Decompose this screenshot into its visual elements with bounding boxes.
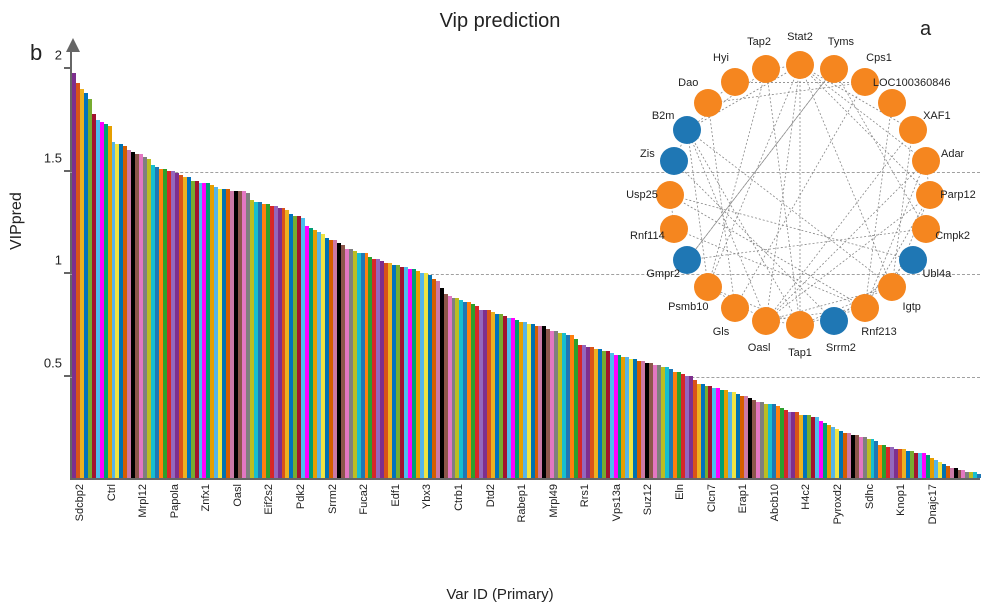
x-tick-label: Eif2s2: [263, 484, 275, 515]
bars-container: [72, 50, 980, 478]
network-node-label: Tap2: [747, 36, 771, 48]
y-axis-label: VIPpred: [8, 192, 26, 250]
x-tick-label: Edf1: [390, 484, 402, 507]
x-tick-label: Mrpl49: [548, 484, 560, 518]
y-tick-mark: [64, 375, 70, 377]
x-tick-label: Pdk2: [295, 484, 307, 509]
chart-title: Vip prediction: [0, 10, 1000, 33]
x-tick-label: Ybx3: [421, 484, 433, 509]
y-tick-mark: [64, 272, 70, 274]
y-tick-label: 1.5: [44, 150, 62, 165]
x-tick-label: Vps13a: [611, 484, 623, 521]
x-tick-label: Dtd2: [485, 484, 497, 507]
x-tick-label: Dnajc17: [927, 484, 939, 524]
x-tick-label: Mrpl12: [137, 484, 149, 518]
panel-a-label: a: [920, 18, 931, 41]
x-tick-label: Abcb10: [769, 484, 781, 521]
x-tick-label: Fuca2: [358, 484, 370, 515]
x-axis-label: Var ID (Primary): [0, 586, 1000, 603]
x-tick-label: Ctrb1: [453, 484, 465, 511]
x-tick-label: Pyroxd2: [832, 484, 844, 524]
x-tick-label: Znfx1: [200, 484, 212, 512]
x-tick-label: Eln: [674, 484, 686, 500]
panel-b-label: b: [30, 40, 42, 66]
x-tick-label: Rrs1: [579, 484, 591, 507]
x-tick-label: Sdhc: [864, 484, 876, 509]
network-node-label: Tyms: [828, 36, 854, 48]
y-tick-mark: [64, 170, 70, 172]
x-tick-label: Erap1: [737, 484, 749, 513]
x-tick-label: Oasl: [232, 484, 244, 507]
y-tick-label: 0.5: [44, 355, 62, 370]
x-tick-label: Suz12: [642, 484, 654, 515]
x-tick-label: Papola: [169, 484, 181, 518]
y-tick-label: 1: [55, 253, 62, 268]
x-tick-label: Sdcbp2: [74, 484, 86, 521]
x-tick-label: Srrm2: [327, 484, 339, 514]
x-tick-label: Clcn7: [706, 484, 718, 512]
x-ticks: Sdcbp2 Ctrl Mrpl12 Papola Znfx1 Oasl Eif2s2 Pdk…: [72, 484, 980, 584]
bar-chart: 0.511.52: [70, 50, 980, 480]
figure: Vip prediction b a VIPpred Var ID (Prima…: [0, 0, 1000, 609]
x-tick-label: Ctrl: [106, 484, 118, 501]
x-tick-label: Knop1: [895, 484, 907, 516]
x-tick-label: Rabep1: [516, 484, 528, 523]
x-tick-label: H4c2: [800, 484, 812, 510]
y-tick-label: 2: [55, 48, 62, 63]
y-tick-mark: [64, 67, 70, 69]
bar: [977, 474, 981, 478]
